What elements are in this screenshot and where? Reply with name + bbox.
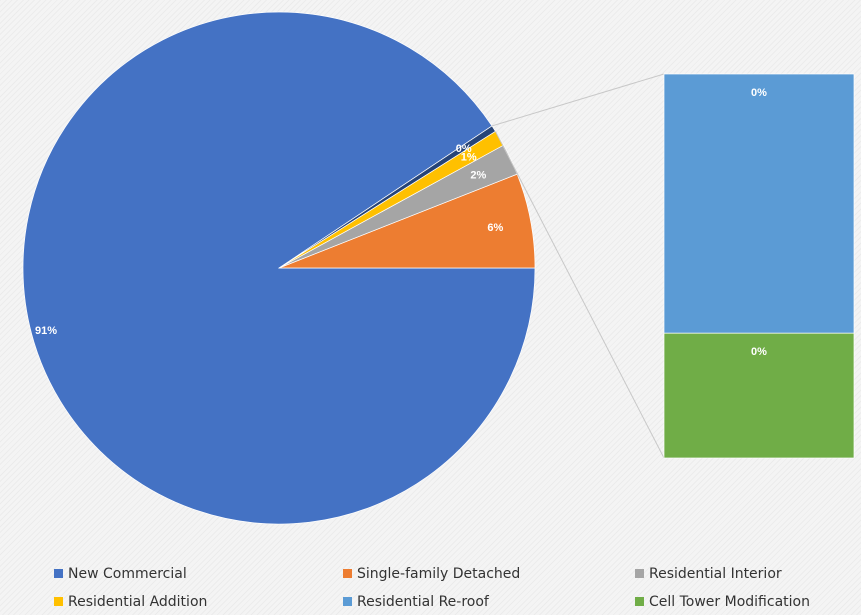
bar-label-cell-tower-modification: 0%	[751, 346, 767, 358]
legend-swatch-residential-re-roof	[343, 597, 352, 606]
bar-segment-residential-re-roof	[663, 73, 855, 334]
pie-label-other: 0%	[456, 143, 472, 155]
connector-lines	[491, 73, 665, 459]
pie-group: 91% 6% 2% 1%0%	[22, 11, 536, 525]
legend-label-residential-re-roof: Residential Re-roof	[357, 594, 490, 610]
legend-swatch-cell-tower-modification	[635, 597, 644, 606]
pie-label-residential-interior: 2%	[470, 170, 486, 182]
bar-segment-cell-tower-modification	[663, 332, 855, 459]
pie-label-new-commercial: 91%	[35, 325, 57, 337]
legend-label-single-family-detached: Single-family Detached	[357, 566, 520, 582]
legend-swatch-single-family-detached	[343, 569, 352, 578]
connector-line-bottom	[495, 131, 665, 459]
legend-label-residential-addition: Residential Addition	[68, 594, 207, 610]
legend-label-residential-interior: Residential Interior	[649, 566, 782, 582]
legend-label-cell-tower-modification: Cell Tower Modification	[649, 594, 810, 610]
pie-label-single-family-detached: 6%	[487, 222, 503, 234]
legend: New Commercial Single-family Detached Resi…	[54, 566, 810, 610]
connector-line-top	[491, 73, 665, 127]
secondary-bar: 0% 0%	[663, 73, 855, 459]
legend-swatch-residential-interior	[635, 569, 644, 578]
bar-label-residential-re-roof: 0%	[751, 87, 767, 99]
legend-swatch-residential-addition	[54, 597, 63, 606]
pie-label-residential-addition: 1%	[461, 151, 477, 163]
legend-swatch-new-commercial	[54, 569, 63, 578]
legend-label-new-commercial: New Commercial	[68, 566, 187, 582]
